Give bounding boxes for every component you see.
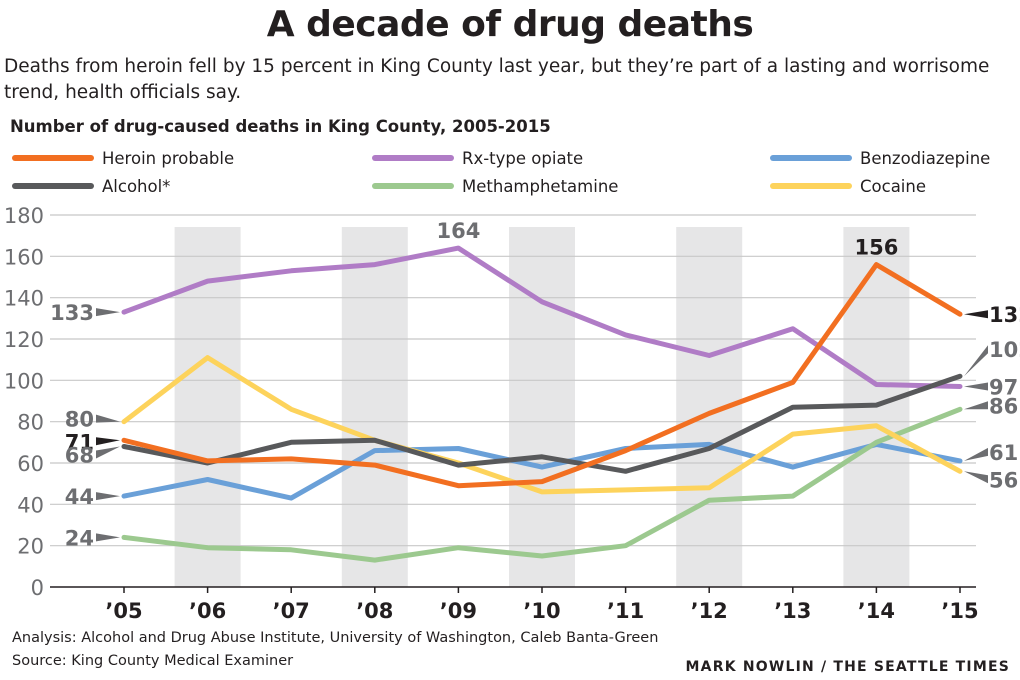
legend-label-heroin: Heroin probable <box>102 148 235 168</box>
y-tick-label: 0 <box>31 576 44 600</box>
x-tick-label: ’15 <box>941 599 978 623</box>
legend-label-alcohol: Alcohol* <box>102 176 171 196</box>
y-tick-label: 140 <box>4 287 44 311</box>
data-label-alcohol-68: 68 <box>65 443 94 467</box>
legend-item-alcohol: Alcohol* <box>12 175 170 197</box>
pointer-rx-type-opiate-97 <box>964 382 988 391</box>
x-tick-label: ’14 <box>858 599 895 623</box>
data-label-heroin-probable-156: 156 <box>854 236 898 260</box>
legend-swatch-rx-opiate <box>372 155 454 161</box>
x-tick-label: ’11 <box>607 599 644 623</box>
y-tick-label: 100 <box>4 369 44 393</box>
shaded-column-08 <box>341 227 408 587</box>
byline-credit: MARK NOWLIN / THE SEATTLE TIMES <box>685 659 1010 675</box>
legend-item-rx-opiate: Rx-type opiate <box>372 147 583 169</box>
data-label-rx-type-opiate-133: 133 <box>50 301 94 325</box>
x-tick-label: ’08 <box>356 599 393 623</box>
legend-swatch-alcohol <box>12 183 94 189</box>
y-tick-label: 20 <box>17 535 44 559</box>
legend-item-benzodiazepine: Benzodiazepine <box>770 147 990 169</box>
pointer-alcohol-68 <box>96 446 120 459</box>
x-tick-label: ’07 <box>273 599 310 623</box>
legend-label-benzodiazepine: Benzodiazepine <box>860 148 991 168</box>
series-line-alcohol <box>121 373 963 474</box>
data-label-rx-type-opiate-97: 97 <box>989 376 1018 400</box>
legend-item-methamphetamine: Methamphetamine <box>372 175 618 197</box>
data-label-benzodiazepine-44: 44 <box>65 485 94 509</box>
data-label-alcohol-102: 102 <box>989 338 1020 362</box>
series-line-cocaine <box>121 355 963 495</box>
x-tick-label: ’09 <box>440 599 477 623</box>
analysis-credit: Analysis: Alcohol and Drug Abuse Institu… <box>12 630 659 646</box>
legend-swatch-methamphetamine <box>372 183 454 189</box>
legend-item-heroin: Heroin probable <box>12 147 234 169</box>
legend-swatch-heroin <box>12 155 94 161</box>
pointer-benzodiazepine-61 <box>964 447 988 461</box>
x-tick-label: ’06 <box>189 599 226 623</box>
data-label-methamphetamine-86: 86 <box>989 394 1018 418</box>
y-tick-label: 120 <box>4 328 44 352</box>
data-label-rx-type-opiate-164: 164 <box>436 219 480 243</box>
y-tick-label: 60 <box>17 452 44 476</box>
data-label-heroin-probable-71: 71 <box>65 430 94 454</box>
legend-label-rx-opiate: Rx-type opiate <box>462 148 584 168</box>
data-label-cocaine-80: 80 <box>65 408 94 432</box>
pointer-methamphetamine-86 <box>964 401 988 410</box>
chart-subtitle: Deaths from heroin fell by 15 percent in… <box>4 56 990 103</box>
pointer-heroin-probable-71 <box>96 437 120 446</box>
x-tick-label: ’13 <box>774 599 811 623</box>
data-label-heroin-probable-132: 132 <box>989 303 1020 327</box>
pointer-benzodiazepine-44 <box>96 492 120 501</box>
y-tick-label: 40 <box>17 493 44 517</box>
x-tick-label: ’05 <box>105 599 142 623</box>
x-tick-label: ’10 <box>523 599 560 623</box>
legend-label-cocaine: Cocaine <box>860 176 926 196</box>
data-label-cocaine-56: 56 <box>989 468 1018 492</box>
legend-item-cocaine: Cocaine <box>770 175 926 197</box>
pointer-cocaine-80 <box>96 414 120 423</box>
legend-swatch-cocaine <box>770 183 852 189</box>
legend-label-methamphetamine: Methamphetamine <box>462 176 619 196</box>
pointer-alcohol-102 <box>964 345 988 377</box>
series-line-methamphetamine <box>121 406 963 563</box>
pointer-heroin-probable-132 <box>964 310 988 319</box>
data-label-methamphetamine-24: 24 <box>65 526 94 550</box>
series-line-heroin-probable <box>121 262 963 489</box>
data-label-benzodiazepine-61: 61 <box>989 441 1018 465</box>
y-tick-label: 160 <box>4 245 44 269</box>
source-credit: Source: King County Medical Examiner <box>12 653 294 669</box>
chart-heading: Number of drug-caused deaths in King Cou… <box>10 117 551 136</box>
pointer-rx-type-opiate-133 <box>96 308 120 317</box>
y-tick-label: 180 <box>4 204 44 228</box>
shaded-column-10 <box>509 227 575 587</box>
legend-swatch-benzodiazepine <box>770 155 852 161</box>
x-tick-label: ’12 <box>691 599 728 623</box>
pointer-cocaine-56 <box>964 471 988 484</box>
y-tick-label: 80 <box>17 411 44 435</box>
chart-title: A decade of drug deaths <box>266 4 754 45</box>
series-line-benzodiazepine <box>121 441 963 501</box>
pointer-methamphetamine-24 <box>96 533 120 542</box>
